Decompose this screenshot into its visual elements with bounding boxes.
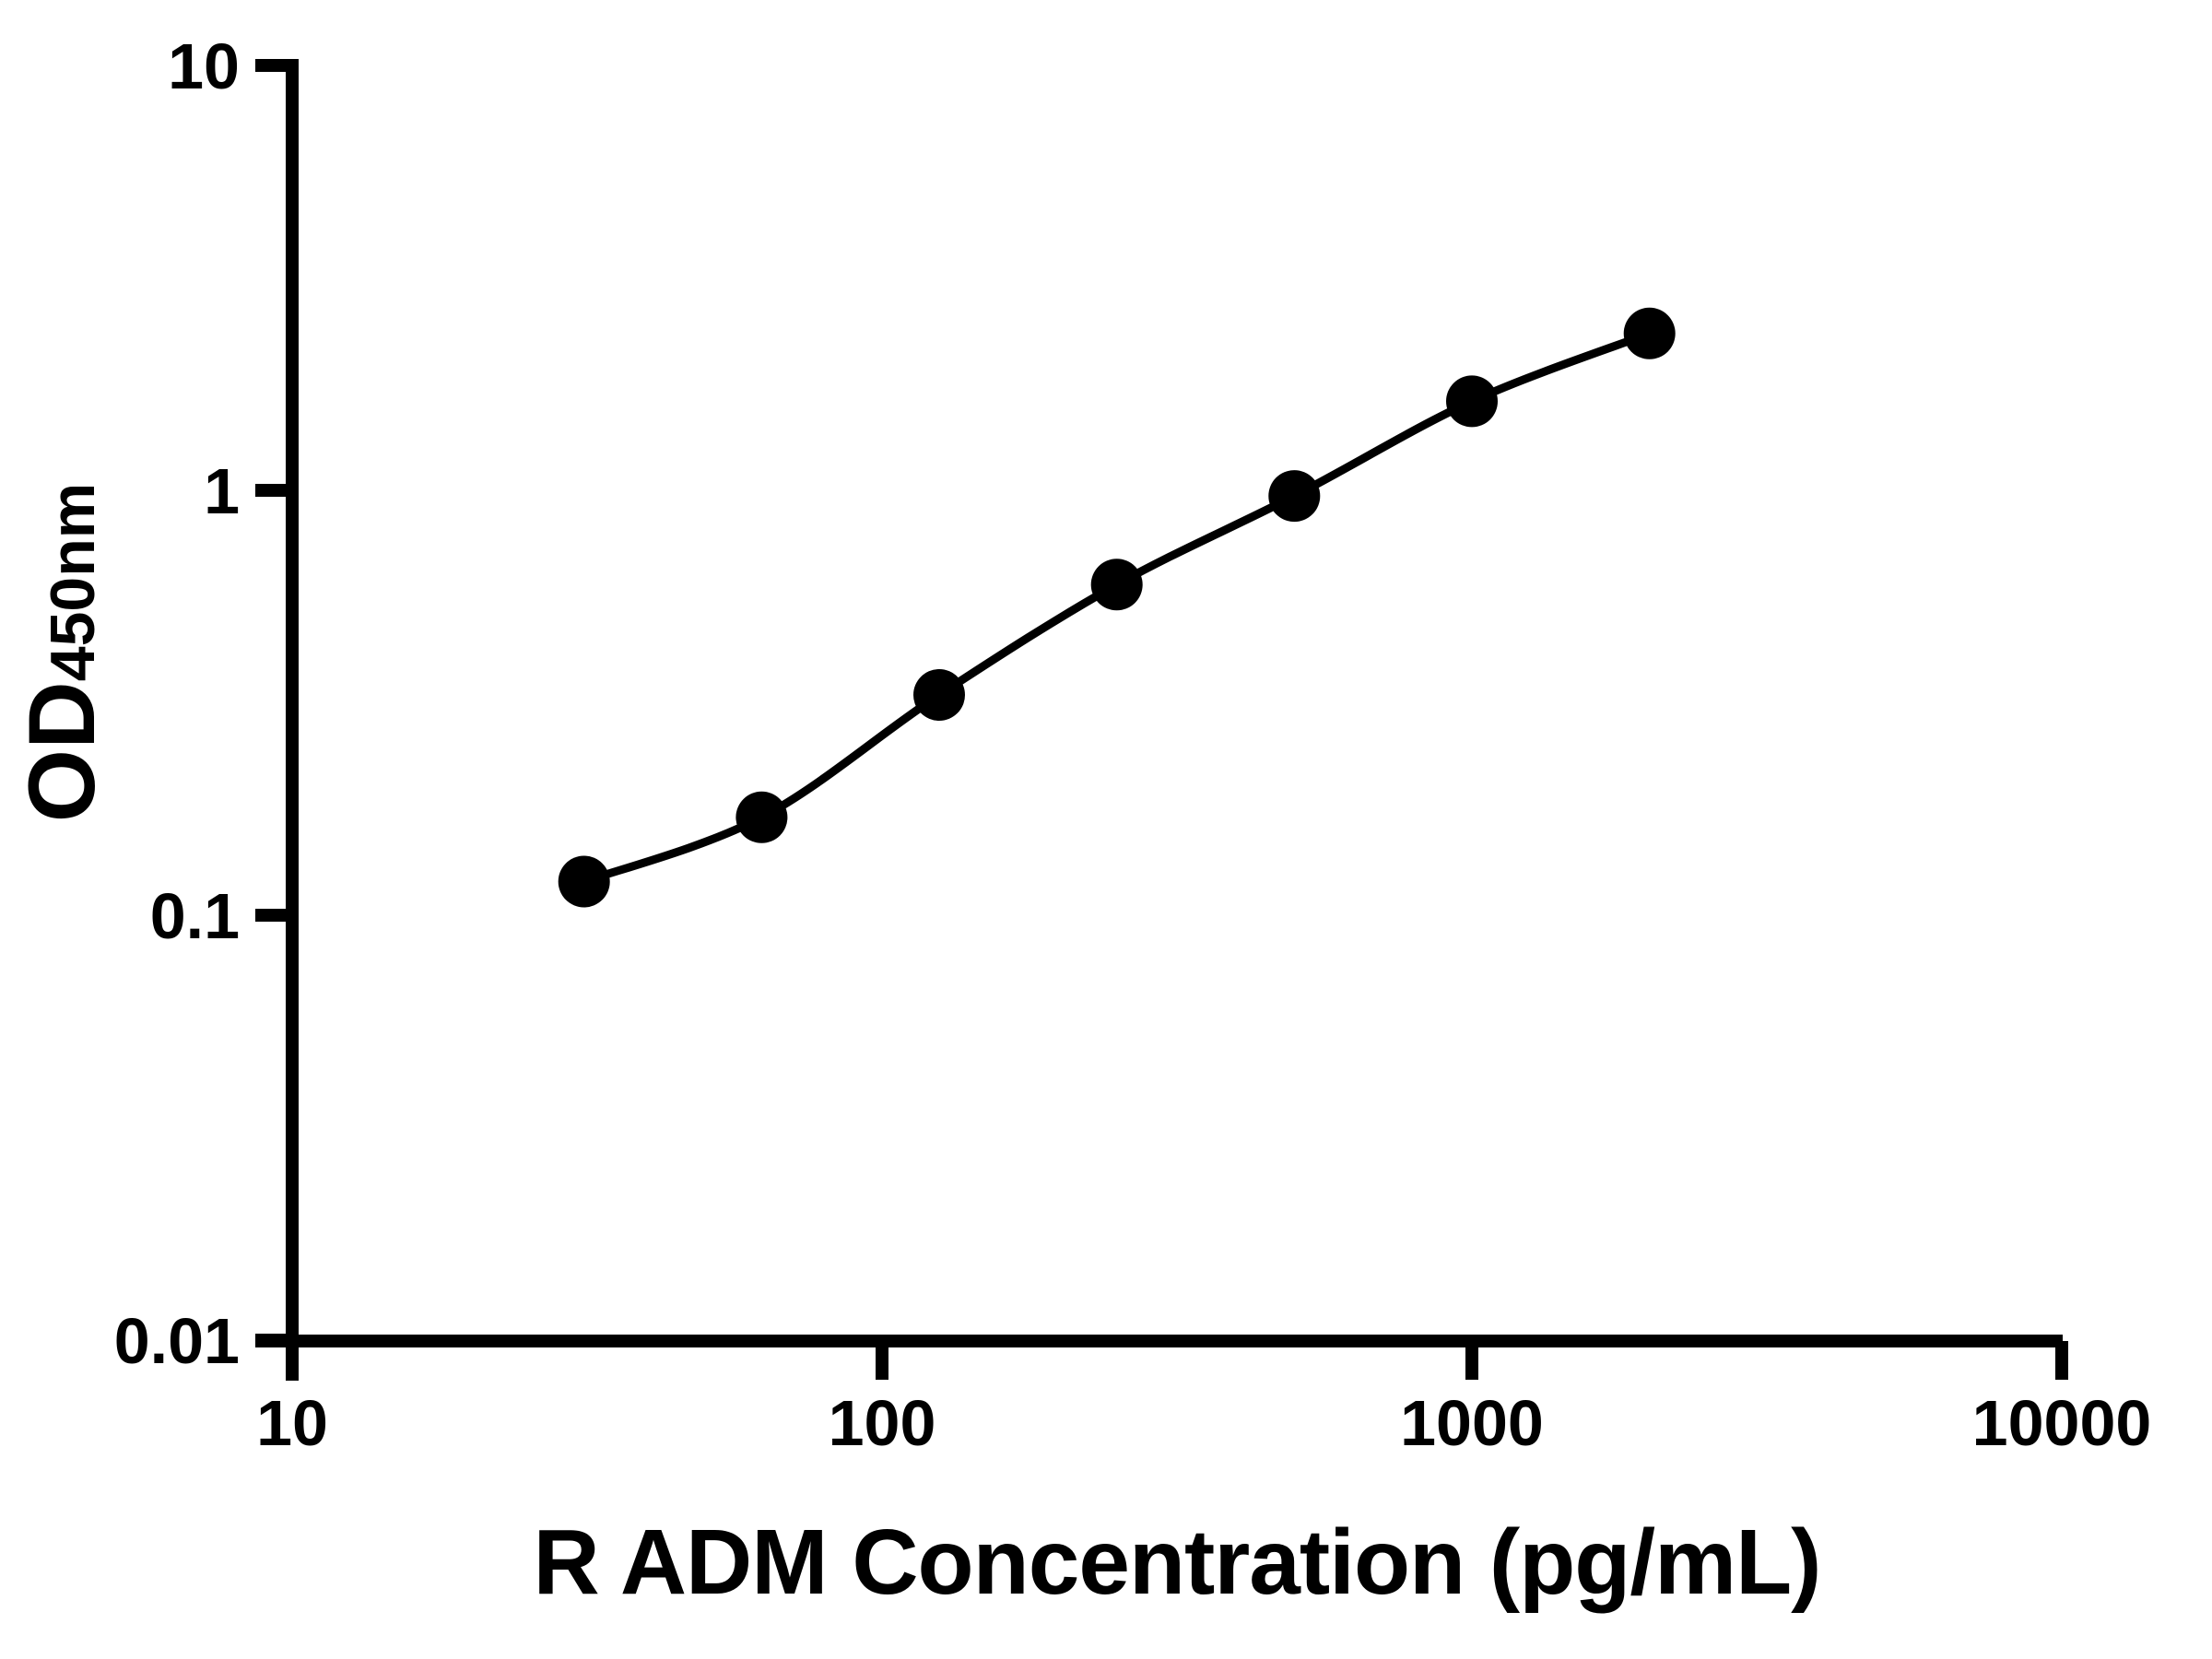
y-tick-label: 0.01 [114, 1305, 240, 1377]
y-axis-title-main: OD [9, 681, 114, 823]
x-axis-title: R ADM Concentration (pg/mL) [533, 1511, 1822, 1614]
y-tick-label: 10 [168, 30, 240, 102]
data-point-marker [558, 855, 610, 908]
x-tick-label: 1000 [1400, 1387, 1544, 1459]
data-point-marker [1090, 559, 1143, 611]
y-axis-title-sub: 450nm [38, 482, 108, 682]
x-tick-label: 10000 [1972, 1387, 2152, 1459]
x-tick-label: 10 [256, 1387, 328, 1459]
x-tick-label: 100 [829, 1387, 936, 1459]
y-tick-label: 0.1 [150, 880, 240, 952]
y-tick-label: 1 [204, 455, 240, 527]
data-point-marker [913, 669, 965, 721]
data-point-marker [1268, 470, 1321, 523]
data-point-marker [1623, 307, 1676, 359]
y-axis-title: OD 450nm [9, 376, 129, 929]
data-point-marker [735, 791, 788, 843]
data-point-marker [1446, 375, 1498, 428]
